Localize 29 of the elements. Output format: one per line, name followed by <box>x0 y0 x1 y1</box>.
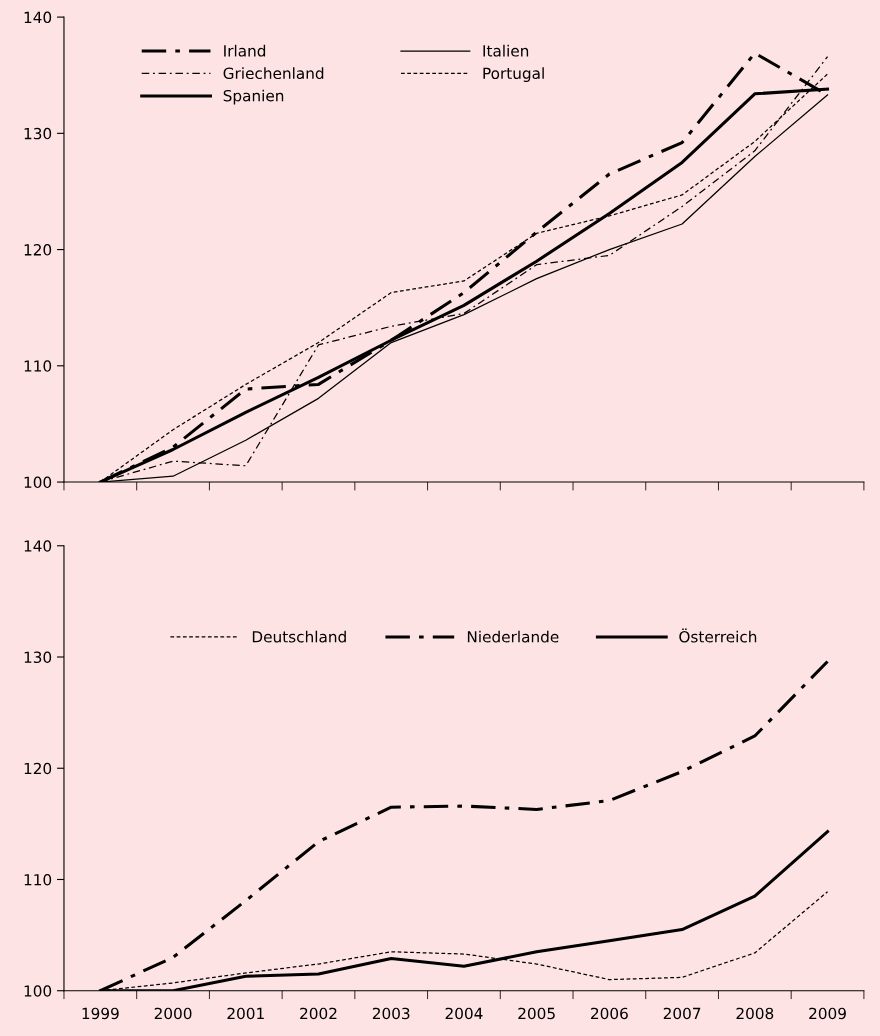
x-tick-label: 2004 <box>445 1007 483 1020</box>
y-tick-label: 110 <box>24 873 52 886</box>
y-tick-label: 140 <box>24 11 52 24</box>
legend-label: Irland <box>224 44 266 57</box>
x-tick-label: 1999 <box>82 1007 119 1020</box>
y-tick-label: 110 <box>24 360 52 372</box>
legend-label: Österreich <box>679 628 757 643</box>
y-tick-label: 120 <box>24 244 52 256</box>
x-tick-label: 2001 <box>227 1007 264 1020</box>
x-tick-label: 2006 <box>591 1007 628 1020</box>
y-tick-label: 100 <box>24 985 52 997</box>
x-tick-label: 2007 <box>663 1007 701 1020</box>
legend-label: Griechenland <box>223 67 324 80</box>
x-tick-label: 2005 <box>518 1007 555 1020</box>
legend-label: Italien <box>483 44 529 57</box>
x-tick-label: 2000 <box>154 1007 192 1020</box>
legend-label: Niederlande <box>467 630 559 643</box>
y-tick-label: 140 <box>24 540 52 552</box>
x-tick-label: 2009 <box>809 1007 846 1020</box>
y-tick-label: 120 <box>24 762 52 775</box>
x-tick-label: 2002 <box>300 1007 337 1020</box>
x-tick-label: 2008 <box>736 1007 774 1020</box>
legend-label: Spanien <box>223 89 284 105</box>
y-tick-label: 130 <box>24 651 52 664</box>
y-tick-label: 100 <box>24 476 52 489</box>
legend-label: Deutschland <box>252 630 346 643</box>
y-tick-label: 130 <box>24 127 52 140</box>
x-tick-label: 2003 <box>372 1007 410 1020</box>
legend-label: Portugal <box>483 67 544 82</box>
